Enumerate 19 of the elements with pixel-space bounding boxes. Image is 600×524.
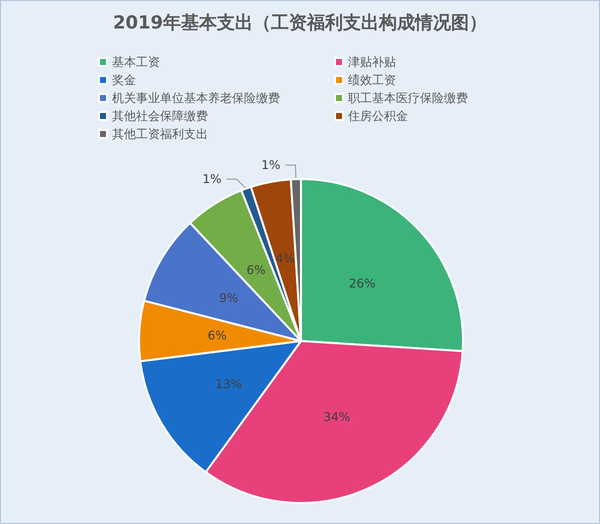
data-label: 6% <box>246 263 266 278</box>
legend-label: 奖金 <box>112 73 136 87</box>
data-label: 34% <box>323 410 350 424</box>
chart-title: 2019年基本支出（工资福利支出构成情况图） <box>112 12 488 34</box>
data-label: 26% <box>348 276 376 290</box>
data-label: 1% <box>261 158 280 172</box>
legend-label: 职工基本医疗保险缴费 <box>348 91 468 105</box>
legend-label: 其他社会保障缴费 <box>112 109 208 123</box>
data-label: 6% <box>208 328 227 343</box>
data-label: 4% <box>276 251 295 266</box>
data-label: 13% <box>215 376 242 391</box>
legend-label: 绩效工资 <box>348 73 396 87</box>
legend-label: 住房公积金 <box>347 109 408 123</box>
data-label: 9% <box>219 291 238 306</box>
legend-label: 机关事业单位基本养老保险缴费 <box>112 91 280 105</box>
legend-label: 其他工资福利支出 <box>112 127 208 141</box>
legend-label: 基本工资 <box>112 55 160 69</box>
legend-label: 津贴补贴 <box>348 55 396 69</box>
data-label: 1% <box>202 172 222 186</box>
